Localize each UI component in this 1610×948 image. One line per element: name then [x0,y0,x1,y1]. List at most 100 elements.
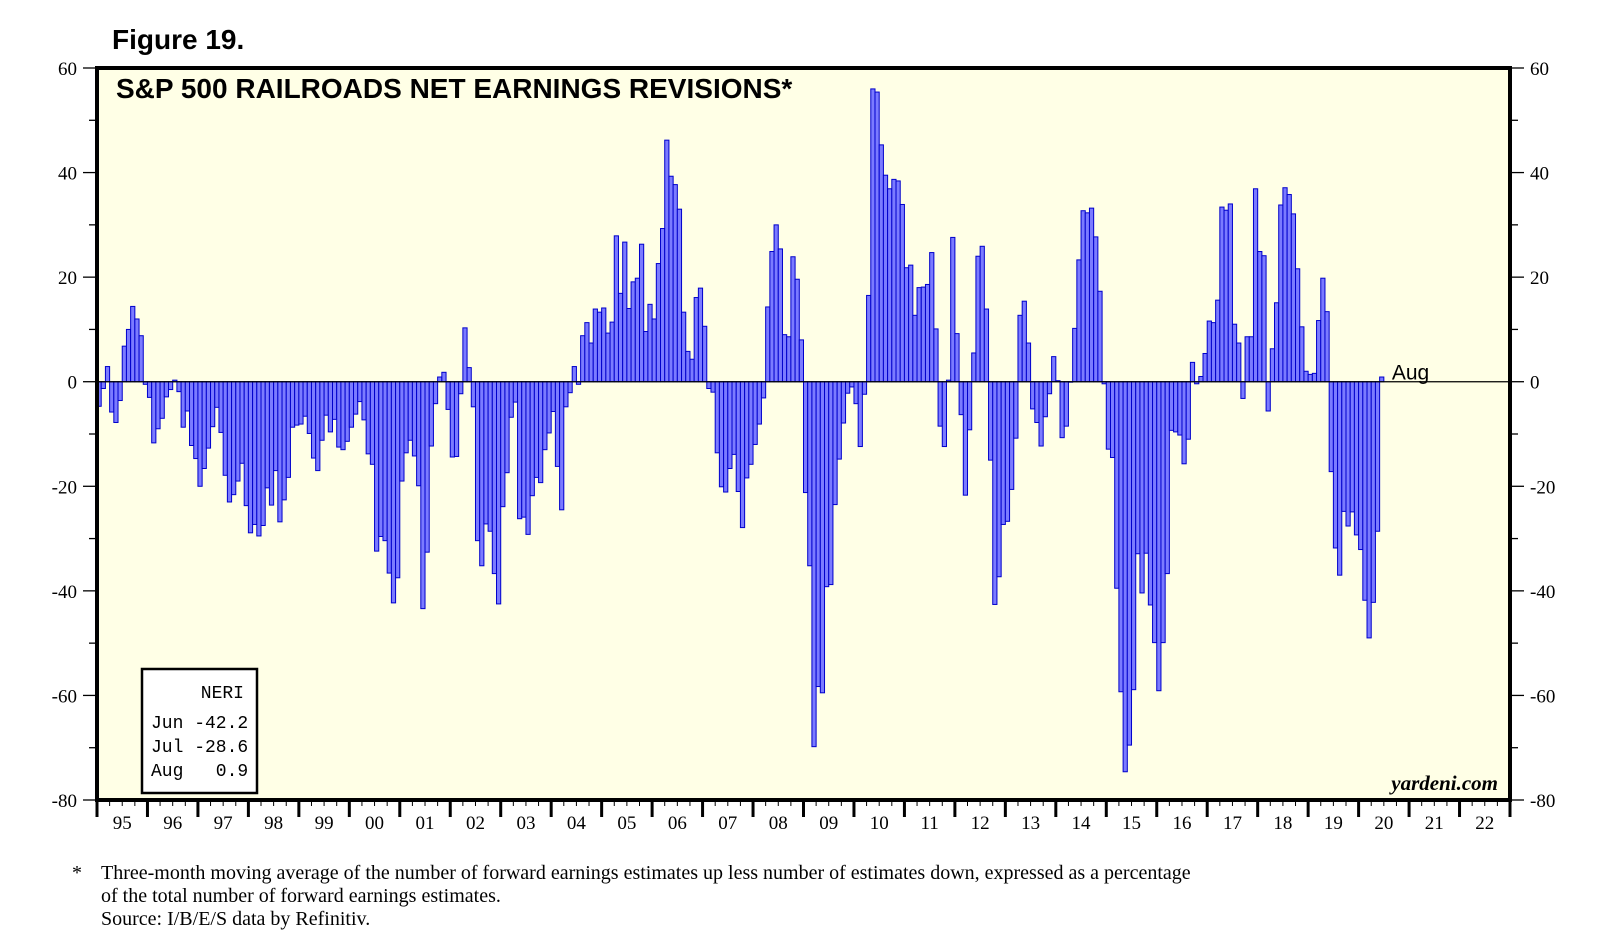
bar [571,366,577,383]
y-tick-label-right: 20 [1530,268,1549,289]
bar [365,381,371,455]
bar [1156,381,1162,692]
bar [596,311,603,383]
bar [437,376,443,383]
bar [912,314,918,383]
x-tick-label: 13 [1021,813,1040,834]
footnote-star: * [72,862,82,884]
x-tick-label: 98 [264,813,283,834]
bar [857,381,863,448]
bar [765,306,771,383]
bar [660,228,666,383]
bar [252,381,258,525]
bar [1252,188,1259,383]
bar [167,381,174,391]
bar [504,381,510,474]
bar [807,381,813,567]
bar [832,381,838,506]
bar [916,287,922,383]
bar [113,381,119,423]
bar [739,381,746,529]
bar [601,307,607,383]
bar [382,381,388,542]
bar [1084,212,1090,383]
bar [432,381,439,405]
y-tick-label-left: 20 [58,268,77,289]
bar [1000,381,1006,525]
bar [1076,259,1082,383]
bar [1299,326,1305,383]
bar [420,381,426,610]
bar [609,321,615,383]
bar [491,381,498,575]
bar [134,318,140,383]
bar [180,381,186,428]
bar [542,381,548,451]
bar [836,381,842,460]
bar [1013,381,1019,439]
bar [849,381,855,388]
bar [533,381,540,478]
bar [104,366,111,383]
bar [315,381,321,472]
bar [1030,381,1036,410]
bar [285,381,291,478]
bar [1320,277,1326,383]
bar [803,381,809,494]
bar [361,381,367,421]
footnote-line-1: Three-month moving average of the number… [101,862,1191,884]
bar [605,332,611,383]
bar [239,381,245,464]
bar [235,381,241,482]
bar [731,381,737,455]
bar [563,381,569,408]
x-tick-label: 19 [1324,813,1343,834]
bar [268,381,275,506]
bar [348,381,355,428]
x-tick-label: 06 [668,813,687,834]
bar [1374,381,1381,532]
bar [100,381,106,390]
bar [887,188,893,383]
bar [125,328,132,383]
bar [975,255,981,383]
latest-value-label: Aug [1392,362,1429,385]
bar [340,381,346,451]
bar [1303,370,1309,383]
bar [294,381,300,426]
bar [453,381,460,457]
bar [189,381,195,446]
bar [996,381,1002,578]
x-tick-label: 08 [769,813,788,834]
y-tick-label-right: 60 [1530,59,1549,80]
bar [756,381,762,425]
bar-series-neri [96,88,1385,773]
bar [845,381,851,394]
x-tick-label: 99 [315,813,334,834]
bar [210,381,216,428]
bar [954,333,960,383]
bar [647,303,653,383]
x-tick-label: 18 [1273,813,1292,834]
bar [487,381,493,532]
bar [1185,381,1191,440]
bar [567,381,573,394]
bar [634,277,640,383]
bar [1152,381,1158,644]
bar [781,334,788,383]
bar [689,358,695,383]
bar [1206,320,1212,383]
x-tick-label: 16 [1172,813,1191,834]
y-axis-right: 60 40 20 0 -20 -40 -60 -80 [1530,59,1555,812]
bar [744,381,750,479]
x-tick-label: 11 [921,813,939,834]
bar [702,325,708,383]
y-tick-label-right: 40 [1530,164,1549,185]
bar [121,345,127,383]
y-tick-label-left: -20 [52,477,77,498]
bar [1332,381,1339,549]
y-tick-label-left: -80 [52,791,77,812]
footnote-line-2: of the total number of forward earnings … [101,885,501,907]
bar [815,381,821,688]
